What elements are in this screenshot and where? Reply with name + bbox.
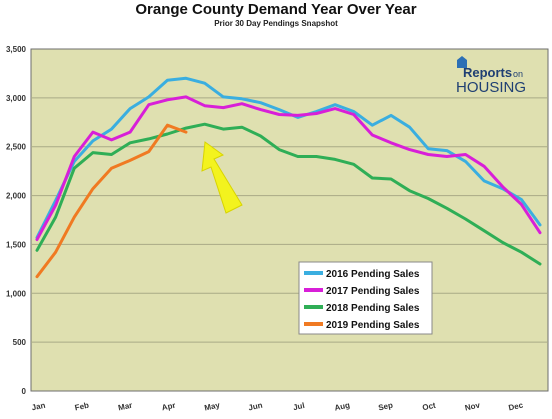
chart-title: Orange County Demand Year Over Year	[135, 1, 417, 18]
x-tick-label: Apr	[161, 401, 176, 413]
x-tick-label: Sep	[377, 401, 393, 413]
series-line	[35, 122, 542, 266]
series-line	[35, 95, 542, 241]
x-tick-label: Mar	[117, 401, 133, 413]
x-tick-label: Jun	[248, 401, 264, 413]
legend-label: 2019 Pending Sales	[326, 320, 420, 331]
y-tick-label: 2,000	[6, 192, 27, 201]
x-tick-label: Dec	[508, 401, 525, 413]
legend-label: 2017 Pending Sales	[326, 286, 420, 297]
arrow-shape	[201, 141, 243, 214]
y-tick-label: 2,500	[6, 143, 27, 152]
chart-subtitle: Prior 30 Day Pendings Snapshot	[214, 19, 338, 28]
x-tick-label: Oct	[422, 401, 437, 413]
y-tick-label: 1,500	[6, 240, 27, 249]
gridlines	[31, 97, 548, 343]
series-lines	[35, 76, 542, 279]
plot-area	[30, 48, 549, 392]
x-axis: Jan Feb Mar Apr May Jun Jul Aug Sep Oct Nov Dec	[31, 400, 525, 412]
y-tick-label: 1,000	[6, 289, 27, 298]
y-axis: 0 500 1,000 1,500 2,000 2,500 3,000 3,500	[6, 45, 27, 396]
y-tick-label: 3,500	[6, 45, 27, 54]
legend-label: 2018 Pending Sales	[326, 303, 420, 314]
y-tick-label: 3,000	[6, 94, 27, 103]
x-tick-label: Nov	[464, 400, 481, 412]
legend: 2016 Pending Sales 2017 Pending Sales 2018…	[298, 261, 433, 335]
legend-label: 2016 Pending Sales	[326, 269, 420, 280]
series-line	[35, 123, 188, 279]
y-tick-label: 500	[13, 338, 27, 347]
x-tick-label: Jul	[292, 401, 305, 412]
y-tick-label: 0	[22, 387, 27, 396]
x-tick-label: Aug	[334, 401, 351, 413]
logo-line1: Reports	[463, 65, 512, 80]
house-icon	[457, 56, 467, 68]
yellow-arrow-annotation	[201, 141, 243, 214]
x-tick-label: Jan	[31, 401, 46, 413]
x-tick-label: May	[203, 400, 221, 412]
logo-line1-suffix: on	[513, 69, 523, 79]
x-tick-label: Feb	[74, 401, 90, 413]
logo-line2: HOUSING	[456, 79, 526, 96]
